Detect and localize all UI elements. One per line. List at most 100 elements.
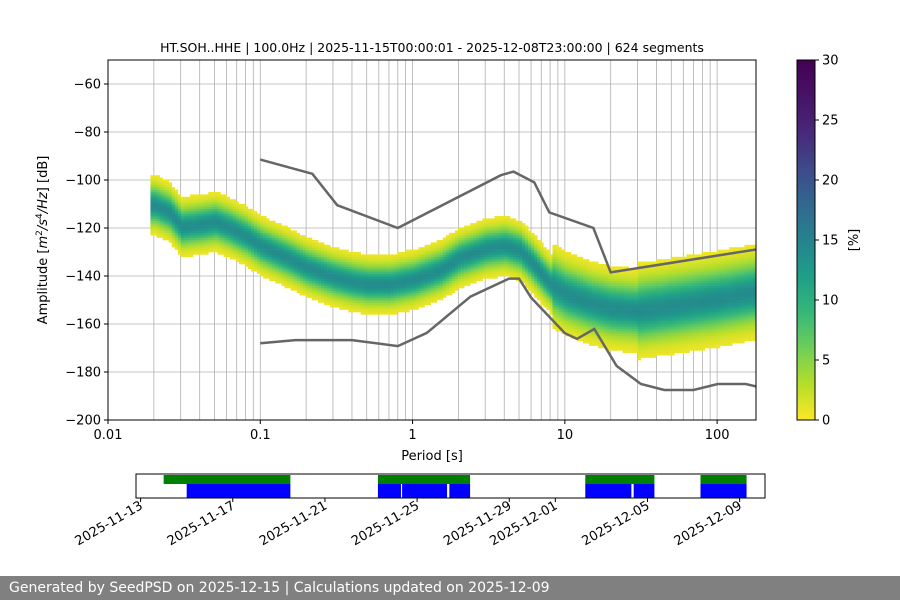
psd-heatmap-cell xyxy=(473,261,477,265)
psd-heatmap-cell xyxy=(214,211,218,214)
psd-heatmap-cell xyxy=(247,244,252,248)
psd-heatmap-cell xyxy=(199,199,203,202)
psd-heatmap-cell xyxy=(257,259,261,262)
psd-heatmap-cell xyxy=(461,256,465,260)
psd-heatmap-cell xyxy=(491,252,495,255)
psd-heatmap-cell xyxy=(266,271,270,274)
psd-heatmap-cell xyxy=(430,271,434,274)
psd-heatmap-cell xyxy=(589,300,593,303)
psd-heatmap-cell xyxy=(272,230,276,234)
psd-heatmap-cell xyxy=(476,273,480,277)
psd-heatmap-cell xyxy=(680,271,684,274)
psd-heatmap-cell xyxy=(649,266,654,270)
psd-heatmap-cell xyxy=(281,242,285,246)
psd-heatmap-cell xyxy=(561,307,565,310)
psd-heatmap-cell xyxy=(668,314,672,318)
psd-heatmap-cell xyxy=(156,199,160,202)
psd-heatmap-cell xyxy=(162,237,166,241)
psd-heatmap-cell xyxy=(275,271,279,274)
psd-heatmap-cell xyxy=(174,228,179,231)
psd-heatmap-cell xyxy=(260,247,264,250)
psd-heatmap-cell xyxy=(254,225,258,229)
psd-heatmap-cell xyxy=(500,249,505,253)
psd-heatmap-cell xyxy=(494,228,498,231)
psd-heatmap-cell xyxy=(351,300,355,303)
psd-heatmap-cell xyxy=(327,249,331,253)
psd-heatmap-cell xyxy=(515,256,520,260)
psd-heatmap-cell xyxy=(668,326,672,330)
psd-heatmap-cell xyxy=(491,259,495,262)
psd-heatmap-cell xyxy=(388,297,392,301)
psd-heatmap-cell xyxy=(397,309,401,313)
psd-heatmap-cell xyxy=(683,350,687,354)
psd-heatmap-cell xyxy=(518,273,523,277)
psd-heatmap-cell xyxy=(162,189,166,193)
psd-heatmap-cell xyxy=(244,264,249,267)
psd-heatmap-cell xyxy=(333,292,337,296)
psd-heatmap-cell xyxy=(448,290,453,294)
psd-heatmap-cell xyxy=(668,292,672,296)
psd-heatmap-cell xyxy=(418,261,422,265)
psd-heatmap-cell xyxy=(369,304,374,308)
psd-heatmap-cell xyxy=(217,220,221,224)
psd-heatmap-cell xyxy=(589,309,593,313)
psd-heatmap-cell xyxy=(665,285,669,289)
psd-heatmap-cell xyxy=(165,187,170,190)
psd-heatmap-cell xyxy=(628,312,632,315)
psd-heatmap-cell xyxy=(613,285,617,289)
psd-heatmap-cell xyxy=(497,223,501,226)
psd-heatmap-cell xyxy=(436,256,441,260)
psd-heatmap-cell xyxy=(665,319,669,322)
psd-heatmap-cell xyxy=(652,292,657,296)
psd-heatmap-cell xyxy=(214,201,218,205)
psd-heatmap-cell xyxy=(363,268,367,272)
psd-heatmap-cell xyxy=(186,204,191,207)
psd-heatmap-cell xyxy=(652,280,657,284)
psd-heatmap-cell xyxy=(190,230,194,234)
psd-heatmap-cell xyxy=(543,252,547,255)
psd-heatmap-cell xyxy=(314,290,319,294)
psd-heatmap-cell xyxy=(287,276,291,279)
psd-heatmap-cell xyxy=(433,259,438,262)
psd-heatmap-cell xyxy=(598,273,602,277)
psd-heatmap-cell xyxy=(424,256,428,260)
psd-heatmap-cell xyxy=(555,302,559,306)
psd-heatmap-cell xyxy=(394,278,398,282)
psd-heatmap-cell xyxy=(592,297,596,301)
psd-heatmap-cell xyxy=(339,249,343,253)
psd-heatmap-cell xyxy=(576,338,581,342)
psd-heatmap-cell xyxy=(348,276,352,279)
psd-heatmap-cell xyxy=(427,283,431,286)
psd-heatmap-cell xyxy=(646,276,651,279)
psd-heatmap-cell xyxy=(278,223,282,226)
psd-heatmap-cell xyxy=(442,247,447,250)
psd-heatmap-cell xyxy=(363,266,367,270)
psd-heatmap-cell xyxy=(186,254,191,258)
psd-heatmap-cell xyxy=(671,319,675,322)
psd-heatmap-cell xyxy=(619,331,623,334)
psd-heatmap-cell xyxy=(549,285,553,289)
psd-heatmap-cell xyxy=(528,288,532,291)
psd-heatmap-cell xyxy=(196,201,200,205)
psd-heatmap-cell xyxy=(150,216,154,219)
psd-heatmap-cell xyxy=(625,324,629,327)
psd-heatmap-cell xyxy=(610,300,614,303)
psd-heatmap-cell xyxy=(485,254,489,258)
psd-heatmap-cell xyxy=(683,290,687,294)
psd-heatmap-cell xyxy=(573,314,578,318)
psd-heatmap-cell xyxy=(683,300,687,303)
psd-heatmap-cell xyxy=(183,244,188,248)
psd-heatmap-cell xyxy=(522,242,526,246)
psd-heatmap-cell xyxy=(662,345,666,349)
psd-heatmap-cell xyxy=(400,304,404,308)
psd-heatmap-cell xyxy=(162,211,166,214)
psd-heatmap-cell xyxy=(448,264,453,267)
psd-heatmap-cell xyxy=(168,189,173,193)
psd-heatmap-cell xyxy=(525,256,529,260)
psd-heatmap-cell xyxy=(281,283,285,286)
psd-heatmap-cell xyxy=(573,297,578,301)
psd-heatmap-cell xyxy=(165,218,170,222)
psd-heatmap-cell xyxy=(162,208,166,212)
psd-heatmap-cell xyxy=(254,266,258,270)
psd-heatmap-cell xyxy=(354,290,358,294)
